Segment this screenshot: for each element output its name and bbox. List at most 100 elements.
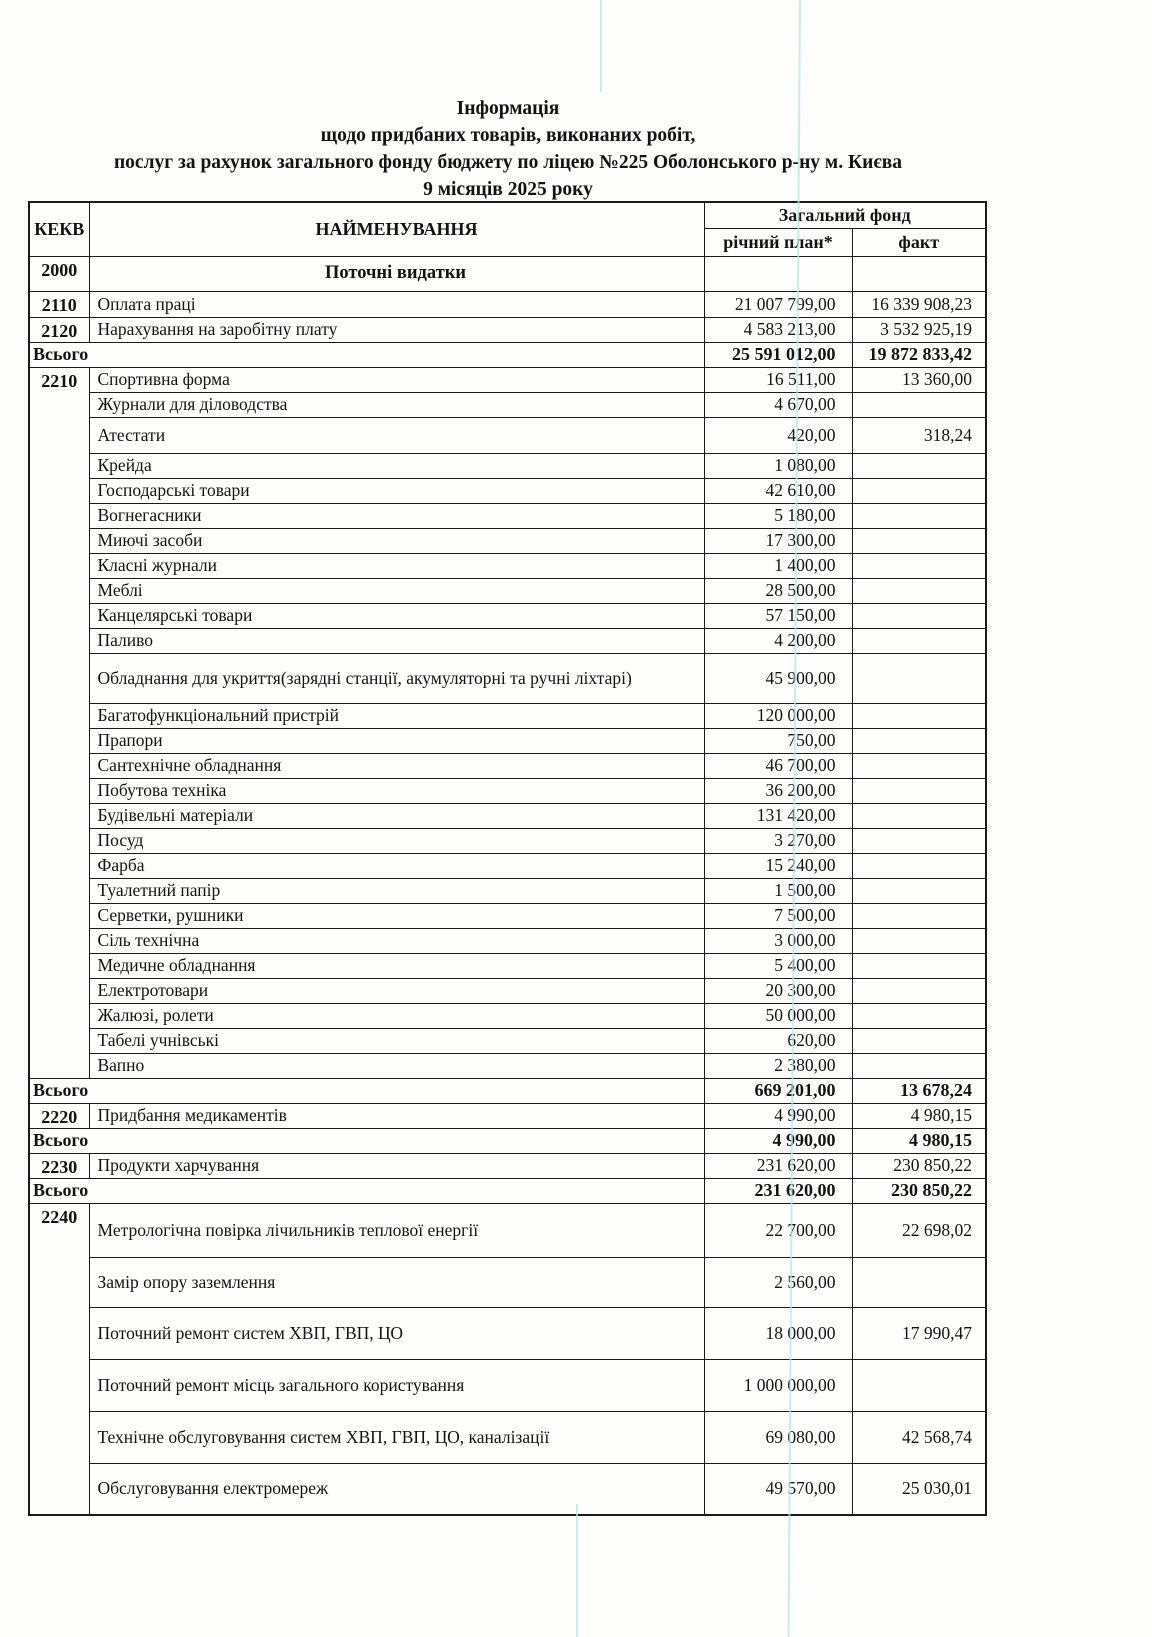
fact-value: 318,24	[851, 416, 987, 454]
total-row: Всього 4 990,00 4 980,15	[28, 1127, 987, 1154]
item-name: Поточний ремонт місць загального користу…	[88, 1358, 705, 1412]
fact-value	[851, 952, 987, 979]
table-row: Прапори 750,00	[29, 727, 987, 754]
table-row: Жалюзі, ролети 50 000,00	[29, 1002, 987, 1029]
kekv-code: 2120	[28, 316, 90, 343]
table-row: Сіль технічна 3 000,00	[29, 927, 987, 954]
item-name: Посуд	[88, 827, 705, 854]
plan-value: 28 500,00	[703, 577, 853, 604]
item-name: Журнали для діловодства	[88, 391, 705, 418]
item-name: Обладнання для укриття(зарядні станції, …	[88, 652, 705, 704]
table-row: Фарба 15 240,00	[29, 852, 987, 879]
kekv-code: 2110	[28, 290, 90, 318]
plan-value: 5 400,00	[703, 952, 853, 979]
table-row: Медичне обладнання 5 400,00	[29, 952, 987, 979]
table-row: Канцелярські товари 57 150,00	[29, 602, 987, 629]
fact-value	[851, 527, 987, 554]
item-name: Сіль технічна	[88, 927, 705, 954]
fact-value	[851, 1358, 987, 1412]
table-row: Табелі учнівські 620,00	[29, 1027, 987, 1054]
fact-value	[851, 1256, 987, 1308]
total-plan-value: 669 201,00	[703, 1077, 853, 1104]
plan-value: 1 400,00	[703, 552, 853, 579]
item-name: Жалюзі, ролети	[88, 1002, 705, 1029]
fact-value	[851, 1027, 987, 1054]
fact-value	[851, 477, 987, 504]
fact-value: 16 339 908,23	[851, 290, 987, 318]
table-row: Паливо 4 200,00	[29, 627, 987, 654]
section-title: Поточні видатки	[88, 255, 705, 292]
plan-value: 69 080,00	[703, 1410, 853, 1464]
item-name: Господарські товари	[88, 477, 705, 504]
fact-value: 230 850,22	[851, 1152, 987, 1179]
table-row: Обслуговування електромереж 49 570,00 25 0…	[29, 1462, 987, 1516]
total-label: Всього	[28, 1177, 705, 1204]
item-name: Замір опору заземлення	[88, 1256, 705, 1308]
fact-value	[851, 827, 987, 854]
kekv-code: 2240	[28, 1202, 90, 1516]
plan-value: 42 610,00	[703, 477, 853, 504]
fact-value	[851, 577, 987, 604]
item-name: Технічне обслуговування систем ХВП, ГВП,…	[88, 1410, 705, 1464]
table-row: Замір опору заземлення 2 560,00	[29, 1256, 987, 1308]
table-row: Багатофункціональний пристрій 120 000,00	[29, 702, 987, 729]
plan-value: 1 000 000,00	[703, 1358, 853, 1412]
table-row: Електротовари 20 300,00	[29, 977, 987, 1004]
total-fact-value: 230 850,22	[851, 1177, 987, 1204]
plan-value: 3 270,00	[703, 827, 853, 854]
scan-fold-line-top	[600, 0, 602, 92]
plan-value: 3 000,00	[703, 927, 853, 954]
plan-value: 4 670,00	[703, 391, 853, 418]
plan-value: 20 300,00	[703, 977, 853, 1004]
total-label: Всього	[28, 341, 705, 368]
table-row: 2220 Придбання медикаментів 4 990,00 4 980,…	[28, 1102, 987, 1129]
table-row: 2240 Метрологічна повірка лічильників теп…	[28, 1202, 987, 1516]
item-name: Меблі	[88, 577, 705, 604]
fact-value	[851, 727, 987, 754]
plan-value: 1 500,00	[703, 877, 853, 904]
document-title: Інформація щодо придбаних товарів, викон…	[6, 95, 1010, 203]
header-fact: факт	[851, 227, 987, 257]
section-row: 2000 Поточні видатки	[28, 255, 987, 292]
plan-value: 2 560,00	[703, 1256, 853, 1308]
item-name: Оплата праці	[88, 290, 705, 318]
plan-value: 2 380,00	[703, 1052, 853, 1079]
item-name: Медичне обладнання	[88, 952, 705, 979]
fact-value	[851, 877, 987, 904]
plan-value: 49 570,00	[703, 1462, 853, 1516]
title-line-1: Інформація	[456, 98, 560, 119]
table-row: Обладнання для укриття(зарядні станції, …	[29, 652, 987, 704]
fact-value	[851, 902, 987, 929]
item-name: Паливо	[88, 627, 705, 654]
table-row: 2210 Спортивна форма 16 511,00 13 360,00	[28, 366, 987, 1079]
header-name: НАЙМЕНУВАННЯ	[88, 201, 705, 257]
table-row: Класні журнали 1 400,00	[29, 552, 987, 579]
fact-value	[851, 502, 987, 529]
plan-value: 57 150,00	[703, 602, 853, 629]
item-name: Прапори	[88, 727, 705, 754]
total-fact-value: 4 980,15	[851, 1127, 987, 1154]
kekv-code: 2220	[28, 1102, 90, 1129]
plan-value: 50 000,00	[703, 1002, 853, 1029]
item-name: Вапно	[88, 1052, 705, 1079]
title-line-4: 9 місяців 2025 року	[423, 179, 593, 200]
table-header-row-2: річний план* факт	[29, 227, 987, 257]
fact-value: 22 698,02	[851, 1202, 987, 1258]
item-name: Канцелярські товари	[88, 602, 705, 629]
plan-value: 46 700,00	[703, 752, 853, 779]
item-name: Спортивна форма	[88, 366, 705, 393]
plan-value: 18 000,00	[703, 1306, 853, 1360]
fact-value	[851, 652, 987, 704]
total-fact-value: 19 872 833,42	[851, 341, 987, 368]
item-name: Електротовари	[88, 977, 705, 1004]
total-row: Всього 25 591 012,00 19 872 833,42	[28, 341, 987, 368]
item-name: Продукти харчування	[88, 1152, 705, 1179]
plan-value: 620,00	[703, 1027, 853, 1054]
plan-value: 120 000,00	[703, 702, 853, 729]
fact-value	[851, 1052, 987, 1079]
item-name: Табелі учнівські	[88, 1027, 705, 1054]
plan-value: 4 990,00	[703, 1102, 853, 1129]
fact-value	[851, 777, 987, 804]
table-row: 2120 Нарахування на заробітну плату 4 583 …	[28, 316, 987, 343]
plan-value: 231 620,00	[703, 1152, 853, 1179]
